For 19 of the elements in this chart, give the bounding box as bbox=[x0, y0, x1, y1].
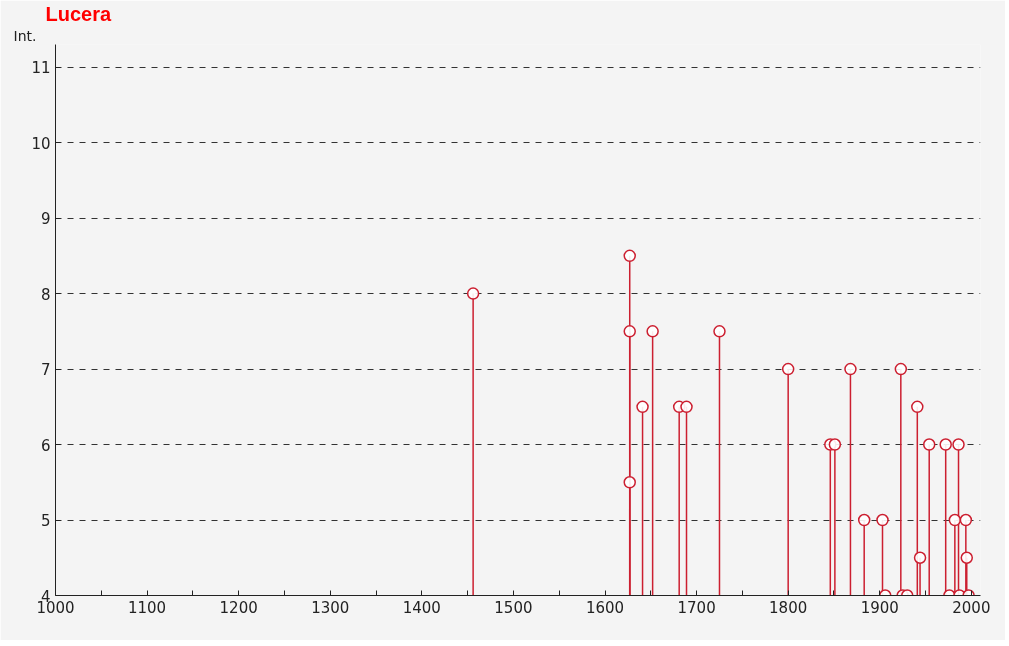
y-tick-label: 8 bbox=[40, 285, 51, 304]
y-tick-label: 5 bbox=[40, 512, 51, 531]
y-tick-label: 9 bbox=[40, 210, 51, 229]
y-axis-title: Int. bbox=[13, 27, 37, 44]
y-tick-label: 10 bbox=[31, 134, 51, 153]
x-tick-label: 1100 bbox=[128, 598, 167, 617]
x-tick-label: 2000 bbox=[952, 598, 991, 617]
y-tick-label: 6 bbox=[40, 436, 51, 455]
x-tick-label: 1600 bbox=[585, 598, 625, 617]
x-tick-label: 1800 bbox=[769, 598, 808, 617]
x-tick-label: 1900 bbox=[860, 598, 899, 617]
x-tick-label: 1700 bbox=[677, 598, 716, 617]
x-tick-label: 1300 bbox=[311, 598, 350, 617]
x-tick-label: 1500 bbox=[494, 598, 533, 617]
x-tick-label: 1200 bbox=[219, 598, 258, 617]
x-tick-label: 1400 bbox=[402, 598, 441, 617]
chart-title: Lucera bbox=[45, 2, 112, 25]
y-tick-label: 7 bbox=[40, 361, 51, 380]
y-tick-label: 11 bbox=[31, 59, 51, 78]
